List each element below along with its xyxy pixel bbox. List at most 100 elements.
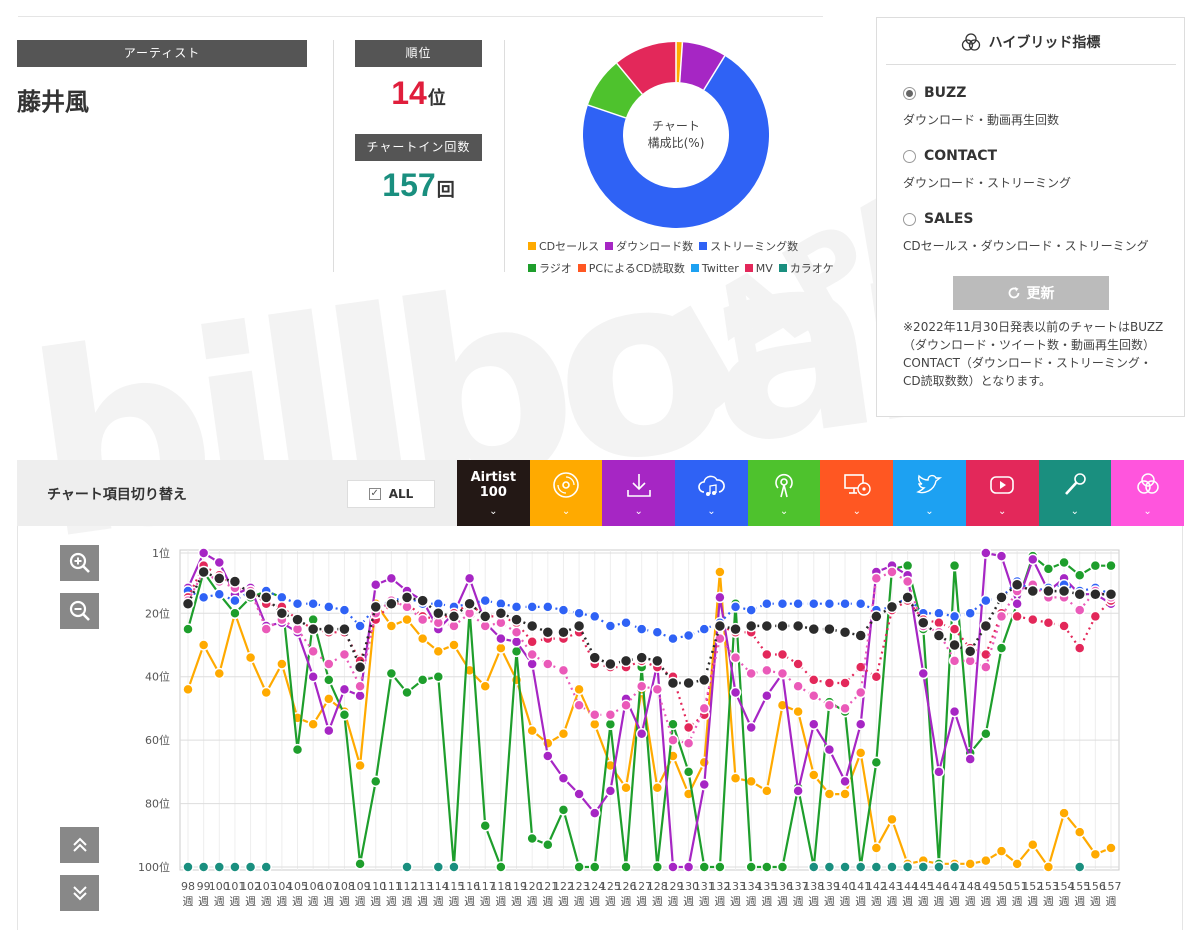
point-radio-154[interactable] [1058,556,1070,569]
donut-slice-ラジオ[interactable] [587,63,643,119]
point-download-127[interactable] [635,728,648,740]
point-airtist-136[interactable] [776,619,789,633]
point-karaoke-115[interactable] [448,861,460,873]
point-download-107[interactable] [323,724,335,737]
point-cd-104[interactable] [276,658,288,670]
hybrid-option-contact[interactable]: CONTACT ダウンロード・ストリーミング [877,148,1184,191]
point-download-100[interactable] [213,556,226,569]
tab-cd[interactable]: ⌄ [529,460,603,526]
point-airtist-129[interactable] [666,676,680,690]
point-download-130[interactable] [682,861,695,873]
point-airtist-156[interactable] [1089,587,1102,601]
point-cd-106[interactable] [307,718,319,731]
point-airtist-122[interactable] [557,626,570,639]
point-karaoke-114[interactable] [432,861,445,873]
point-radio-131[interactable] [698,861,711,873]
point-cd-100[interactable] [213,667,226,680]
point-karaoke-142[interactable] [870,861,883,873]
point-mv-136[interactable] [776,648,789,661]
point-airtist-157[interactable] [1104,587,1118,601]
point-cd-98[interactable] [182,683,194,696]
point-radio-135[interactable] [761,861,773,873]
tab-pc-cd[interactable]: ⌄ [820,460,894,526]
point-download-108[interactable] [338,683,351,696]
point-hybrid-150[interactable] [995,610,1008,623]
point-mv-156[interactable] [1089,610,1102,623]
point-hybrid-131[interactable] [698,702,711,715]
point-radio-122[interactable] [557,804,570,816]
point-hybrid-124[interactable] [588,709,601,721]
point-download-118[interactable] [495,632,507,645]
point-karaoke-102[interactable] [244,861,257,873]
point-cd-102[interactable] [244,651,257,664]
point-mv-140[interactable] [839,677,851,689]
point-mv-152[interactable] [1027,613,1039,626]
point-download-121[interactable] [542,750,554,762]
point-radio-134[interactable] [745,861,757,873]
point-radio-107[interactable] [323,674,335,686]
point-radio-132[interactable] [714,861,726,873]
scroll-down-button[interactable] [60,875,99,911]
point-radio-150[interactable] [995,642,1008,654]
point-karaoke-140[interactable] [839,861,851,873]
point-download-152[interactable] [1027,553,1039,566]
point-radio-112[interactable] [401,686,413,699]
point-streaming-130[interactable] [682,629,695,642]
point-airtist-137[interactable] [791,619,805,633]
point-hybrid-119[interactable] [510,626,523,639]
point-radio-118[interactable] [495,861,507,873]
point-airtist-120[interactable] [525,619,539,633]
point-airtist-101[interactable] [228,575,242,588]
point-cd-150[interactable] [995,845,1008,857]
point-hybrid-155[interactable] [1073,604,1086,616]
point-hybrid-133[interactable] [729,651,742,664]
point-airtist-151[interactable] [1010,578,1024,591]
point-cd-111[interactable] [385,620,398,632]
point-hybrid-108[interactable] [338,648,351,661]
point-airtist-128[interactable] [651,654,664,668]
point-radio-98[interactable] [182,623,194,635]
point-airtist-114[interactable] [432,607,445,620]
point-airtist-140[interactable] [838,626,852,639]
point-cd-122[interactable] [557,728,570,740]
point-airtist-125[interactable] [604,657,617,671]
point-streaming-120[interactable] [526,601,538,613]
point-download-145[interactable] [917,667,930,680]
point-cd-154[interactable] [1058,807,1070,819]
point-radio-157[interactable] [1105,559,1117,572]
point-airtist-126[interactable] [619,654,633,668]
point-cd-99[interactable] [197,639,210,651]
point-streaming-149[interactable] [980,594,992,607]
point-download-151[interactable] [1011,597,1023,610]
point-airtist-143[interactable] [885,600,899,614]
point-radio-128[interactable] [651,861,664,873]
point-hybrid-127[interactable] [635,680,648,692]
point-radio-105[interactable] [291,743,304,756]
point-hybrid-141[interactable] [854,686,867,699]
point-airtist-132[interactable] [713,619,727,633]
point-karaoke-144[interactable] [901,861,914,873]
zoom-in-button[interactable] [60,545,99,581]
point-airtist-117[interactable] [478,610,492,623]
point-radio-114[interactable] [432,670,445,683]
point-karaoke-146[interactable] [933,861,945,873]
point-download-124[interactable] [588,807,601,819]
point-cd-103[interactable] [260,686,272,699]
point-karaoke-103[interactable] [260,861,272,873]
point-airtist-130[interactable] [682,676,695,690]
tab-hybrid[interactable]: ⌄ [1111,460,1184,526]
point-cd-139[interactable] [823,788,836,800]
point-airtist-138[interactable] [807,622,821,636]
point-streaming-135[interactable] [761,597,773,610]
zoom-out-button[interactable] [60,593,99,629]
point-airtist-124[interactable] [588,651,601,664]
point-streaming-131[interactable] [698,623,711,635]
point-airtist-123[interactable] [572,619,586,633]
point-hybrid-144[interactable] [901,575,914,588]
point-airtist-149[interactable] [979,619,993,633]
point-hybrid-129[interactable] [667,734,679,746]
point-karaoke-141[interactable] [854,861,867,873]
point-radio-108[interactable] [338,709,351,721]
tab-twitter[interactable]: ⌄ [893,460,966,526]
point-hybrid-109[interactable] [354,680,366,692]
